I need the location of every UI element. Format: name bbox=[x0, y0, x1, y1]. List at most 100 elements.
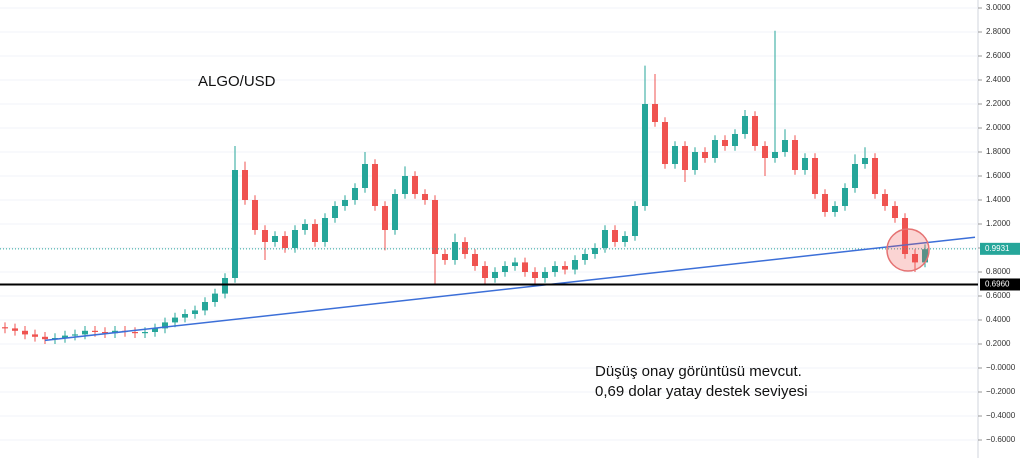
candle-body bbox=[672, 146, 678, 165]
candle-body bbox=[702, 152, 708, 159]
candle-body bbox=[802, 158, 808, 171]
candle-body bbox=[592, 248, 598, 255]
last-price-label: 0.9931 bbox=[985, 244, 1010, 253]
support-label: 0.6960 bbox=[985, 280, 1010, 289]
plot bbox=[0, 30, 978, 345]
candle-body bbox=[372, 164, 378, 207]
candle-body bbox=[862, 158, 868, 165]
candle-body bbox=[352, 188, 358, 201]
candle-body bbox=[312, 224, 318, 243]
candle-body bbox=[242, 170, 248, 201]
candle-body bbox=[922, 249, 928, 263]
candle-body bbox=[192, 310, 198, 315]
y-tick-label: 0.4000 bbox=[986, 315, 1011, 324]
candle-body bbox=[412, 176, 418, 195]
candle-body bbox=[282, 236, 288, 249]
candle-body bbox=[832, 206, 838, 213]
candle-body bbox=[382, 206, 388, 231]
annotation: Düşüş onay görüntüsü mevcut. bbox=[595, 363, 802, 380]
candle-body bbox=[782, 140, 788, 153]
candle-body bbox=[132, 332, 138, 334]
candle-body bbox=[432, 200, 438, 255]
candle-body bbox=[252, 200, 258, 231]
candle-body bbox=[582, 254, 588, 261]
candle-body bbox=[792, 140, 798, 171]
candle-body bbox=[162, 322, 168, 329]
y-tick-label: 2.2000 bbox=[986, 99, 1011, 108]
candle-body bbox=[662, 122, 668, 165]
candle-body bbox=[102, 332, 108, 334]
candle-body bbox=[552, 266, 558, 273]
candle-body bbox=[92, 330, 98, 333]
y-tick-label: 0.6000 bbox=[986, 291, 1011, 300]
candle-body bbox=[402, 176, 408, 195]
candle-body bbox=[32, 334, 38, 337]
candle-body bbox=[152, 328, 158, 333]
candle-body bbox=[12, 328, 18, 331]
y-tick-label: 2.0000 bbox=[986, 123, 1011, 132]
candle-body bbox=[22, 330, 28, 335]
candle-body bbox=[522, 262, 528, 273]
candle-body bbox=[532, 272, 538, 279]
candle-body bbox=[692, 152, 698, 171]
annotation: 0,69 dolar yatay destek seviyesi bbox=[595, 383, 808, 400]
candle-body bbox=[572, 260, 578, 270]
y-tick-label: 0.8000 bbox=[986, 267, 1011, 276]
candle-body bbox=[822, 194, 828, 213]
candle-body bbox=[292, 230, 298, 249]
candle-body bbox=[652, 104, 658, 123]
candle-body bbox=[392, 194, 398, 231]
candle-body bbox=[732, 134, 738, 147]
candle-body bbox=[892, 206, 898, 219]
candle-body bbox=[642, 104, 648, 207]
candle-body bbox=[182, 314, 188, 318]
candle-body bbox=[362, 164, 368, 189]
candle-body bbox=[272, 236, 278, 243]
candle-body bbox=[542, 272, 548, 279]
y-tick-label: 2.4000 bbox=[986, 75, 1011, 84]
candle-body bbox=[212, 293, 218, 303]
candle-body bbox=[512, 262, 518, 267]
candle-body bbox=[722, 140, 728, 147]
candle-body bbox=[202, 302, 208, 311]
candle-body bbox=[682, 146, 688, 171]
candle-body bbox=[842, 188, 848, 207]
candle-body bbox=[772, 152, 778, 159]
candle-body bbox=[492, 272, 498, 279]
candle-body bbox=[442, 254, 448, 261]
chart-title: ALGO/USD bbox=[198, 73, 276, 90]
candle-body bbox=[882, 194, 888, 207]
candle-body bbox=[812, 158, 818, 195]
candle-body bbox=[142, 332, 148, 334]
y-tick-label: −0.0000 bbox=[986, 363, 1016, 372]
y-tick-label: −0.4000 bbox=[986, 411, 1016, 420]
candle-body bbox=[82, 330, 88, 335]
candle-body bbox=[2, 327, 8, 329]
candle-body bbox=[322, 218, 328, 243]
y-tick-label: 1.6000 bbox=[986, 171, 1011, 180]
candle-body bbox=[872, 158, 878, 195]
candle-body bbox=[612, 230, 618, 243]
y-tick-label: −0.2000 bbox=[986, 387, 1016, 396]
candle-body bbox=[852, 164, 858, 189]
candle-body bbox=[462, 242, 468, 255]
candle-body bbox=[562, 266, 568, 270]
candle-body bbox=[752, 116, 758, 147]
candle-body bbox=[62, 335, 68, 339]
candle-body bbox=[222, 278, 228, 294]
support-box bbox=[980, 278, 1020, 291]
last-price-box bbox=[980, 242, 1020, 255]
candle-body bbox=[172, 317, 178, 323]
candle-body bbox=[302, 224, 308, 231]
candle-body bbox=[902, 218, 908, 255]
candle-body bbox=[232, 170, 238, 279]
candle-body bbox=[482, 266, 488, 279]
candle-body bbox=[762, 146, 768, 159]
candle-body bbox=[42, 336, 48, 340]
y-tick-label: 1.8000 bbox=[986, 147, 1011, 156]
highlight-circle bbox=[886, 228, 930, 272]
candle-body bbox=[422, 194, 428, 201]
candle-body bbox=[622, 236, 628, 243]
